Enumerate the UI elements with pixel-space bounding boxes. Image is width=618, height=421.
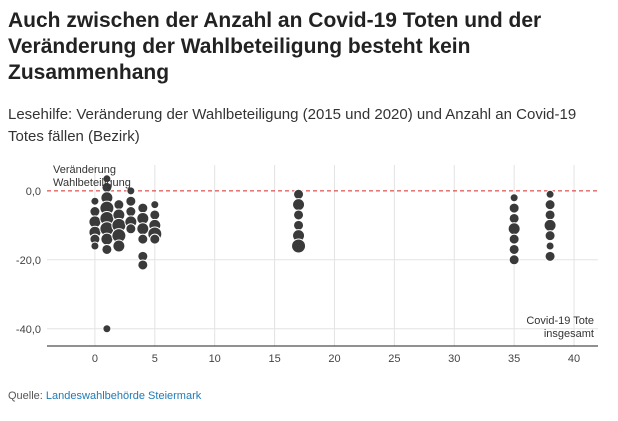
data-point [508, 202, 520, 214]
data-point [125, 195, 137, 207]
data-point [543, 218, 557, 232]
data-point [293, 209, 305, 221]
data-point [544, 209, 556, 221]
data-point [545, 241, 555, 251]
data-point [137, 202, 149, 214]
data-point [545, 189, 555, 199]
y-tick-label: 0,0 [26, 186, 41, 198]
x-axis-label-line: insgesamt [544, 328, 594, 340]
data-point [137, 259, 149, 271]
source-note: Quelle: Landeswahlbehörde Steiermark [8, 390, 201, 402]
data-point [90, 241, 100, 251]
data-point [508, 254, 520, 266]
data-point [125, 223, 137, 235]
x-tick-label: 35 [508, 353, 520, 365]
data-point [544, 230, 556, 242]
data-point [293, 219, 305, 231]
y-tick-label: -20,0 [16, 255, 41, 267]
data-point [89, 206, 101, 218]
data-point [125, 206, 137, 218]
axis-labels: Veränderung Wahlbeteiligung Covid-19 Tote i… [53, 164, 594, 340]
y-axis-label: Veränderung Wahlbeteiligung [53, 164, 131, 189]
data-point [112, 239, 126, 253]
chart-title: Auch zwischen der Anzahl an Covid-19 Tot… [8, 9, 542, 84]
data-point [293, 188, 305, 200]
data-point [90, 196, 100, 206]
x-tick-label: 40 [568, 353, 580, 365]
data-point [291, 238, 307, 254]
data-point [544, 199, 556, 211]
x-tick-label: 30 [448, 353, 460, 365]
x-axis-label: Covid-19 Tote insgesamt [526, 315, 594, 340]
axes: 0 5 10 15 20 25 30 35 40 0,0 -20,0 -40,0 [16, 186, 598, 365]
data-point [136, 222, 150, 236]
x-tick-label: 15 [268, 353, 280, 365]
data-point [507, 222, 521, 236]
data-point [149, 209, 161, 221]
data-point [544, 250, 556, 262]
data-point [100, 232, 114, 246]
data-point [508, 233, 520, 245]
data-point [508, 212, 520, 224]
data-point [102, 324, 112, 334]
x-tick-label: 25 [388, 353, 400, 365]
chart-subtitle: Lesehilfe: Veränderung der Wahlbeteiligu… [8, 106, 577, 145]
y-axis-label-line: Wahlbeteiligung [53, 177, 131, 189]
data-point [137, 233, 149, 245]
x-tick-label: 10 [209, 353, 221, 365]
data-points [88, 174, 557, 334]
source-link[interactable]: Landeswahlbehörde Steiermark [45, 390, 202, 402]
data-point [113, 199, 125, 211]
data-point [101, 243, 113, 255]
data-point [149, 233, 161, 245]
data-point [150, 200, 160, 210]
source-label: Quelle: [8, 390, 43, 402]
x-tick-label: 0 [92, 353, 98, 365]
y-axis-label-line: Veränderung [53, 164, 116, 176]
x-axis-label-line: Covid-19 Tote [526, 315, 594, 327]
data-point [126, 186, 136, 196]
data-point [508, 243, 520, 255]
data-point [292, 198, 306, 212]
x-tick-label: 5 [152, 353, 158, 365]
y-tick-label: -40,0 [16, 324, 41, 336]
x-tick-label: 20 [328, 353, 340, 365]
data-point [509, 193, 519, 203]
scatter-chart: 0 5 10 15 20 25 30 35 40 0,0 -20,0 -40,0 Veränderun… [16, 164, 598, 365]
